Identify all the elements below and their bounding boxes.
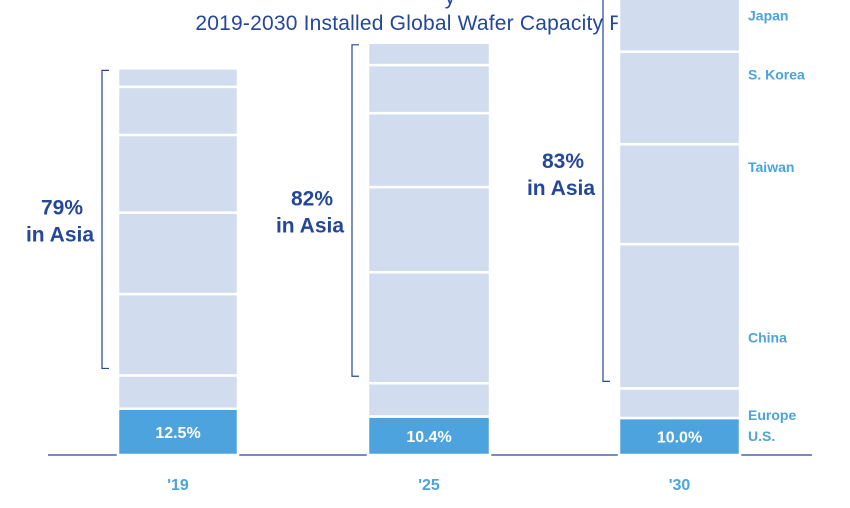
bar-segment-taiwan-1 xyxy=(366,185,492,274)
asia-bracket-0 xyxy=(101,69,109,370)
asia-percent-label-1: 82% xyxy=(291,188,333,211)
asia-percent-label-2: 83% xyxy=(542,150,584,173)
bar-segment-japan-1 xyxy=(366,63,492,115)
series-label-japan: Japan xyxy=(748,8,788,24)
asia-percent-label-0: 79% xyxy=(41,196,83,219)
series-label-u-s: U.S. xyxy=(748,428,775,444)
series-label-s-korea: S. Korea xyxy=(748,67,805,83)
bar-segment-europe-2 xyxy=(617,387,742,420)
bar-segment-u-s-2 xyxy=(617,416,742,457)
clipped-heading-fragment: y xyxy=(0,0,850,10)
series-label-europe: Europe xyxy=(748,407,796,423)
x-tick-label-1: '25 xyxy=(418,477,440,494)
bar-segment-japan-2 xyxy=(617,0,742,53)
x-tick-label-0: '19 xyxy=(167,477,189,494)
bar-segment-s-korea-0 xyxy=(116,133,240,214)
bar-segment-china-0 xyxy=(116,292,240,377)
bar-segment-china-2 xyxy=(617,242,742,390)
us-value-label-2: 10.0% xyxy=(657,430,702,447)
labels-layer: 12.5% '19 79% in Asia 10.4% '25 82% in Asia 10.0… xyxy=(26,8,805,495)
bar-segment-europe-0 xyxy=(116,374,240,411)
series-label-china: China xyxy=(748,329,787,345)
brackets-layer xyxy=(101,0,610,382)
bar-segment-singapore-0 xyxy=(116,67,240,89)
bar-segment-china-1 xyxy=(366,270,492,385)
bar-segment-europe-1 xyxy=(366,381,492,418)
us-value-label-1: 10.4% xyxy=(406,429,451,446)
bar-segment-taiwan-0 xyxy=(116,211,240,296)
us-value-label-0: 12.5% xyxy=(155,425,200,442)
bars-layer xyxy=(116,0,742,457)
bar-segment-taiwan-2 xyxy=(617,142,742,246)
series-label-taiwan: Taiwan xyxy=(748,159,794,175)
asia-text-label-0: in Asia xyxy=(26,223,94,246)
bar-segment-s-korea-1 xyxy=(366,111,492,189)
chart-title: 2019-2030 Installed Global Wafer Capacit… xyxy=(195,12,705,35)
bar-segment-u-s-0 xyxy=(116,407,240,457)
asia-text-label-2: in Asia xyxy=(527,177,595,200)
asia-text-label-1: in Asia xyxy=(276,215,344,238)
bar-segment-japan-0 xyxy=(116,85,240,137)
asia-bracket-1 xyxy=(351,44,359,377)
asia-bracket-2 xyxy=(602,0,610,382)
x-tick-label-2: '30 xyxy=(669,477,691,494)
bar-segment-s-korea-2 xyxy=(617,50,742,146)
bar-segment-singapore-1 xyxy=(366,41,492,67)
